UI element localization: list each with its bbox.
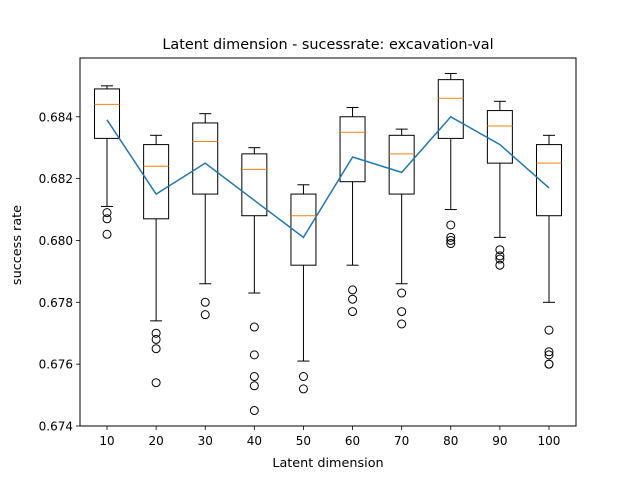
box-50	[290, 184, 317, 394]
x-tick-label: 30	[198, 434, 213, 448]
box-60	[339, 106, 366, 317]
outlier-point	[495, 254, 505, 264]
iqr-box	[486, 110, 513, 164]
box-100	[535, 134, 562, 369]
outlier-point	[200, 310, 210, 320]
outlier-point	[495, 251, 505, 261]
axes-frame	[79, 57, 577, 427]
outlier-point	[348, 307, 358, 317]
x-tick-label: 100	[538, 434, 561, 448]
iqr-box	[437, 79, 464, 139]
outlier-point	[249, 322, 259, 332]
box-80	[437, 72, 464, 249]
y-tick-label: 0.676	[39, 358, 73, 372]
outlier-point	[200, 297, 210, 307]
y-tick-label: 0.680	[39, 234, 73, 248]
y-tick-label: 0.678	[39, 296, 73, 310]
outlier-point	[298, 372, 308, 382]
outlier-point	[544, 350, 554, 360]
outlier-point	[495, 245, 505, 255]
outlier-point	[249, 406, 259, 416]
outlier-point	[446, 220, 456, 230]
outlier-point	[298, 384, 308, 394]
outlier-point	[348, 285, 358, 295]
x-tick-label: 70	[394, 434, 409, 448]
box-30	[192, 113, 219, 320]
iqr-box	[241, 153, 268, 217]
iqr-box	[290, 193, 317, 266]
outlier-point	[397, 288, 407, 298]
y-tick-label: 0.684	[39, 110, 73, 124]
x-tick-label: 20	[148, 434, 163, 448]
iqr-box	[535, 144, 562, 217]
outlier-point	[446, 232, 456, 242]
box-40	[241, 147, 268, 416]
box-20	[143, 134, 170, 388]
x-axis-label: Latent dimension	[272, 456, 383, 471]
x-tick-label: 80	[443, 434, 458, 448]
iqr-box	[388, 134, 415, 195]
outlier-point	[102, 214, 112, 224]
outlier-point	[249, 350, 259, 360]
outlier-point	[151, 328, 161, 338]
outlier-point	[495, 260, 505, 270]
box-90	[486, 100, 513, 270]
x-tick-label: 50	[296, 434, 311, 448]
iqr-box	[143, 144, 170, 220]
outlier-point	[446, 235, 456, 245]
plot-area: 0.674 0.676 0.678 0.680 0.682 0.684 10 20 30 40 50…	[39, 72, 562, 448]
outlier-point	[544, 359, 554, 369]
outlier-point	[544, 347, 554, 357]
outlier-point	[249, 381, 259, 391]
outlier-point	[249, 372, 259, 382]
x-tick-label: 90	[492, 434, 507, 448]
outlier-point	[446, 239, 456, 249]
mean-line-series	[106, 115, 550, 239]
y-axis-label: success rate	[10, 205, 25, 285]
y-tick-label: 0.674	[39, 420, 73, 434]
iqr-box	[339, 116, 366, 183]
outlier-point	[151, 378, 161, 388]
outlier-point	[397, 307, 407, 317]
outlier-point	[102, 229, 112, 239]
outlier-point	[348, 294, 358, 304]
outlier-point	[102, 208, 112, 218]
iqr-box	[192, 122, 219, 195]
box-70	[388, 128, 415, 329]
chart-title: Latent dimension - sucessrate: excavatio…	[162, 37, 493, 53]
iqr-box	[94, 88, 121, 139]
outlier-point	[544, 325, 554, 335]
outlier-point	[151, 344, 161, 354]
x-tick-label: 10	[99, 434, 114, 448]
outlier-point	[397, 319, 407, 329]
x-tick-label: 60	[345, 434, 360, 448]
box-10	[94, 85, 121, 239]
x-tick-label: 40	[247, 434, 262, 448]
outlier-point	[151, 334, 161, 344]
y-tick-label: 0.682	[39, 172, 73, 186]
